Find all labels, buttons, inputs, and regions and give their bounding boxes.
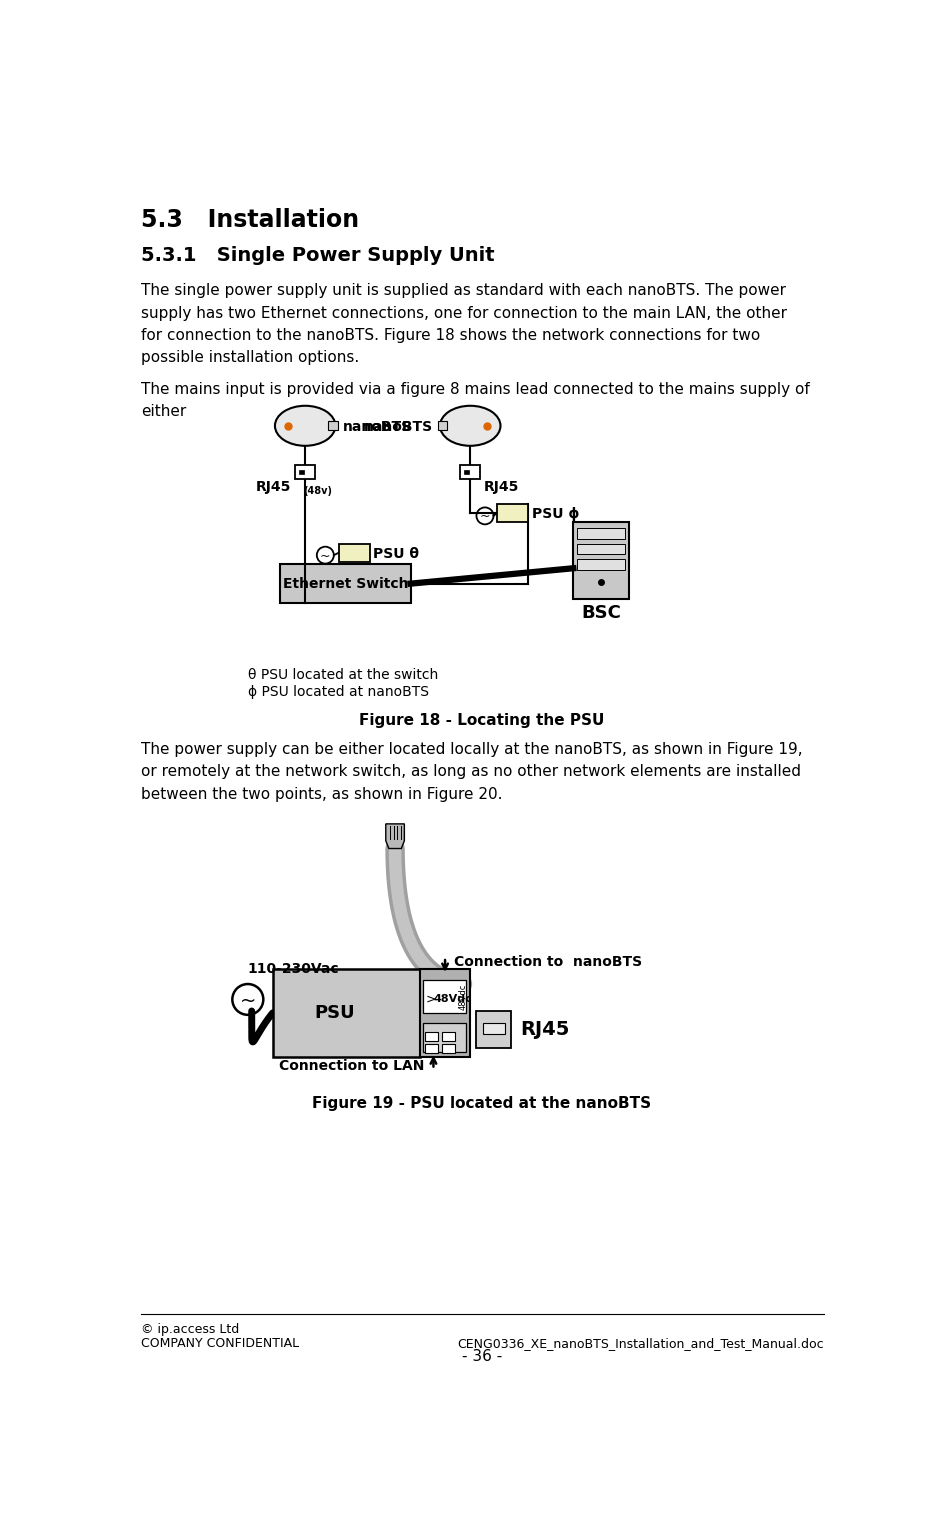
Text: - 36 -: - 36 - — [462, 1348, 502, 1364]
Bar — [577, 559, 625, 570]
Bar — [573, 522, 630, 599]
Text: θ PSU located at the switch: θ PSU located at the switch — [247, 669, 439, 683]
Text: © ip.access Ltd: © ip.access Ltd — [141, 1322, 239, 1336]
Text: ~: ~ — [320, 550, 330, 562]
Text: PSU: PSU — [314, 1003, 355, 1022]
Bar — [577, 528, 625, 539]
Text: ϕ PSU located at nanoBTS: ϕ PSU located at nanoBTS — [247, 684, 429, 698]
Text: COMPANY CONFIDENTIAL: COMPANY CONFIDENTIAL — [141, 1336, 299, 1350]
Text: ~: ~ — [480, 510, 490, 524]
Text: >: > — [426, 993, 437, 1006]
Text: Figure 18 - Locating the PSU: Figure 18 - Locating the PSU — [359, 713, 604, 728]
Ellipse shape — [440, 406, 501, 446]
Text: The power supply can be either located locally at the nanoBTS, as shown in Figur: The power supply can be either located l… — [141, 742, 803, 802]
Text: Ethernet Switch: Ethernet Switch — [282, 577, 408, 591]
Text: CENG0336_XE_nanoBTS_Installation_and_Test_Manual.doc: CENG0336_XE_nanoBTS_Installation_and_Tes… — [457, 1336, 823, 1350]
Bar — [498, 504, 529, 522]
Text: The mains input is provided via a figure 8 mains lead connected to the mains sup: The mains input is provided via a figure… — [141, 382, 809, 418]
Text: (48v): (48v) — [303, 486, 332, 496]
Bar — [425, 1044, 438, 1054]
Bar — [273, 968, 420, 1057]
Bar — [460, 466, 480, 479]
Text: Connection to LAN: Connection to LAN — [279, 1060, 424, 1073]
Bar — [483, 1023, 505, 1034]
Text: nanoBTS: nanoBTS — [364, 420, 433, 434]
Text: 48Vdc: 48Vdc — [434, 994, 472, 1005]
Bar — [295, 466, 315, 479]
Text: 110-230Vac: 110-230Vac — [247, 962, 340, 976]
Text: nanoBTS: nanoBTS — [343, 420, 411, 434]
Bar — [328, 421, 338, 431]
Bar — [423, 980, 466, 1012]
Text: PSU θ: PSU θ — [374, 547, 420, 562]
Text: RJ45: RJ45 — [485, 479, 519, 493]
Text: Connection to  nanoBTS: Connection to nanoBTS — [455, 956, 643, 970]
Bar — [577, 544, 625, 554]
Text: PSU ϕ: PSU ϕ — [533, 507, 580, 521]
Ellipse shape — [275, 406, 335, 446]
Bar — [438, 421, 447, 431]
Bar — [299, 470, 304, 475]
Bar — [442, 1032, 455, 1041]
Text: 48Vdc: 48Vdc — [459, 983, 468, 1009]
Bar — [280, 565, 410, 603]
Polygon shape — [386, 825, 405, 849]
Text: 5.3.1   Single Power Supply Unit: 5.3.1 Single Power Supply Unit — [141, 246, 495, 266]
Text: BSC: BSC — [582, 603, 621, 621]
Text: The single power supply unit is supplied as standard with each nanoBTS. The powe: The single power supply unit is supplied… — [141, 284, 787, 365]
Text: RJ45: RJ45 — [256, 479, 291, 493]
Text: RJ45: RJ45 — [520, 1020, 570, 1038]
Bar — [476, 1011, 511, 1048]
Bar — [425, 1032, 438, 1041]
Text: Figure 19 - PSU located at the nanoBTS: Figure 19 - PSU located at the nanoBTS — [312, 1096, 651, 1110]
Text: 5.3   Installation: 5.3 Installation — [141, 208, 359, 232]
Bar — [420, 968, 470, 1057]
Bar — [339, 544, 370, 562]
Bar — [464, 470, 470, 475]
Bar — [442, 1044, 455, 1054]
Bar — [423, 1023, 466, 1052]
Text: ~: ~ — [240, 991, 256, 1011]
